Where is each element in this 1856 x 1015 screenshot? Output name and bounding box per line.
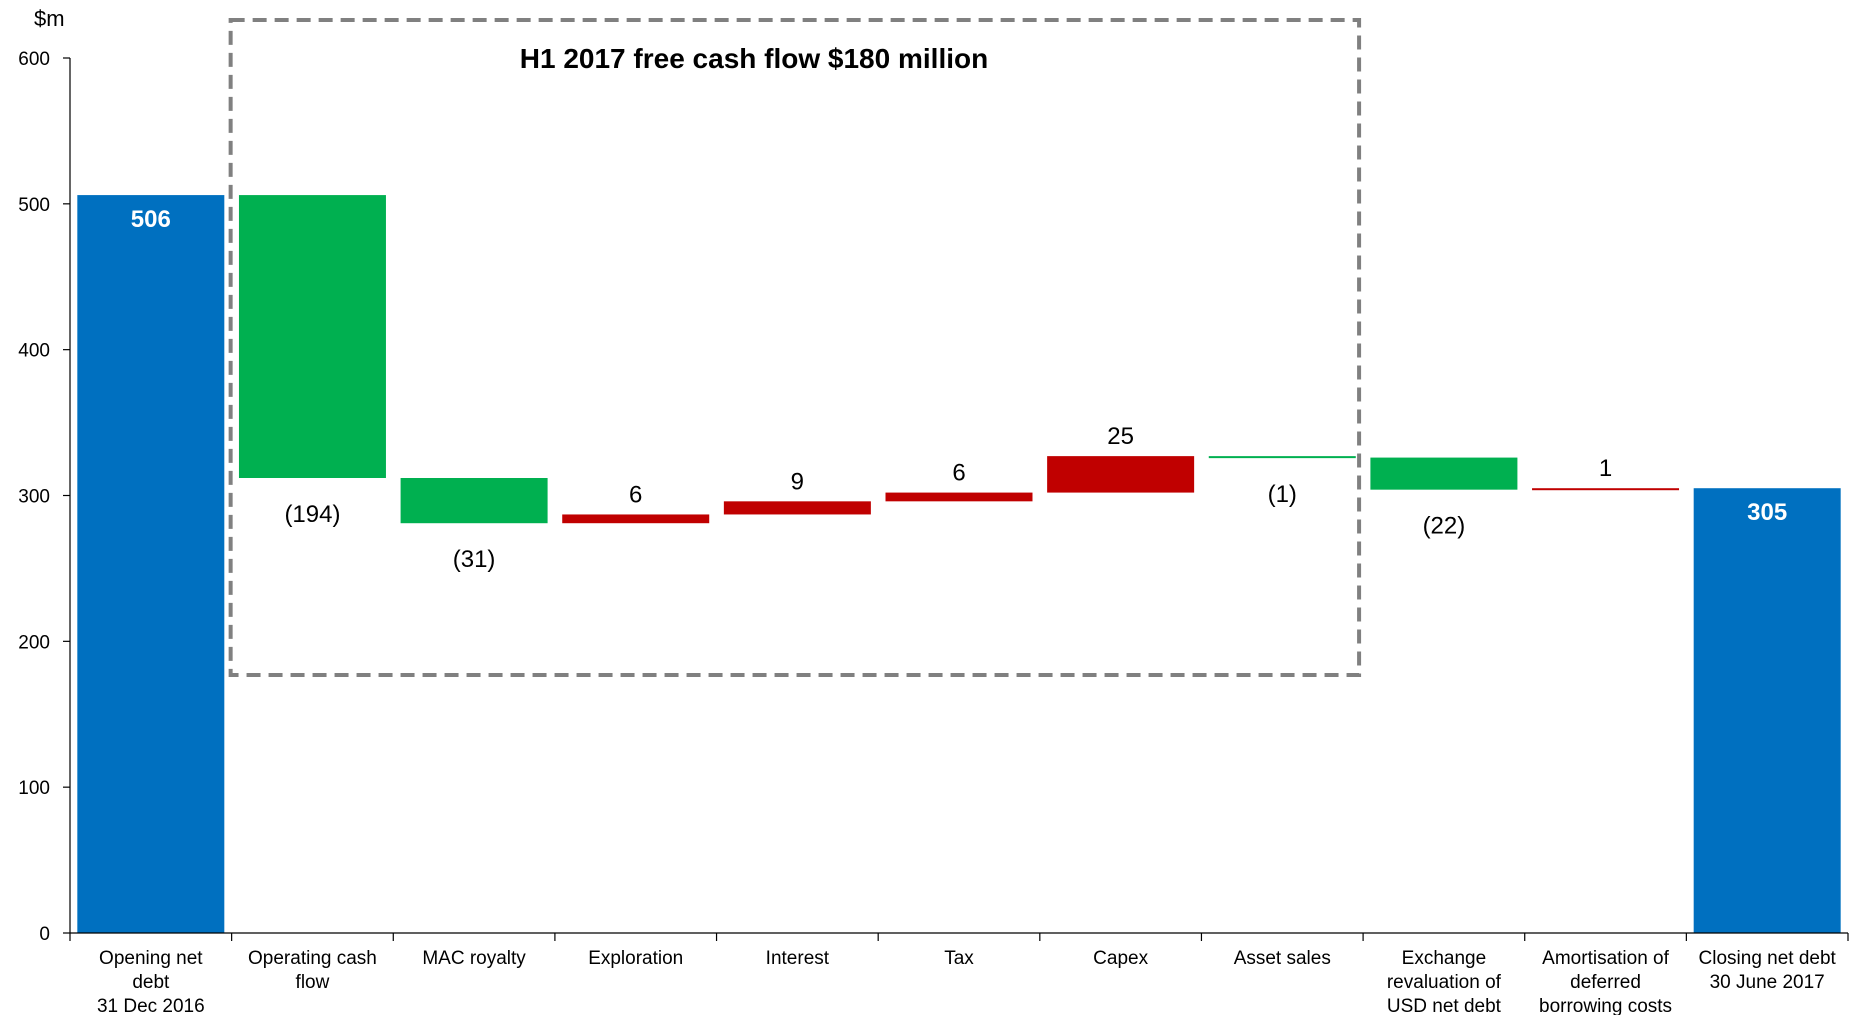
category-label-line: debt <box>132 972 170 993</box>
data-label: 6 <box>952 460 965 487</box>
y-tick-label: 300 <box>18 487 50 508</box>
y-tick-label: 100 <box>18 778 50 799</box>
category-label: MAC royalty <box>422 948 526 969</box>
category-label-line: Exploration <box>588 948 683 969</box>
y-axis-unit-label: $m <box>34 6 65 31</box>
y-tick-label: 0 <box>39 924 50 945</box>
y-tick-label: 500 <box>18 195 50 216</box>
data-label: (1) <box>1268 481 1297 508</box>
category-label-line: Exchange <box>1402 948 1487 969</box>
data-label: 25 <box>1107 423 1134 450</box>
bar-increase-9 <box>1532 488 1680 491</box>
category-label-line: Opening net <box>99 948 203 969</box>
free-cash-flow-annotation: H1 2017 free cash flow $180 million <box>228 18 1362 677</box>
category-label: Capex <box>1093 948 1148 969</box>
x-axis: Opening net debt 31 Dec 2016 Operating cash… <box>69 932 1849 1015</box>
bar-increase-6 <box>1047 456 1195 493</box>
bar-decrease-7 <box>1208 456 1356 459</box>
data-label: 1 <box>1599 455 1612 482</box>
category-label-line: USD net debt <box>1387 996 1502 1015</box>
category-label: Opening net debt 31 Dec 2016 <box>97 948 205 1015</box>
category-label-line: Closing net debt <box>1699 948 1837 969</box>
data-label: (194) <box>284 501 340 528</box>
bar-decrease-1 <box>238 195 386 479</box>
category-label: Exploration <box>588 948 683 969</box>
y-tick-label: 400 <box>18 341 50 362</box>
bar-decrease-2 <box>400 478 548 524</box>
category-label-line: Amortisation of <box>1542 948 1669 969</box>
annotation-text: H1 2017 free cash flow $180 million <box>520 43 988 74</box>
data-label: 506 <box>131 206 171 233</box>
category-label-line: Asset sales <box>1234 948 1331 969</box>
category-label-line: flow <box>296 972 330 993</box>
data-label: 6 <box>629 481 642 508</box>
data-label: 305 <box>1747 499 1787 526</box>
category-label: Interest <box>766 948 830 969</box>
bar-increase-3 <box>562 514 710 524</box>
bar-total-0 <box>77 195 225 934</box>
category-label-line: MAC royalty <box>422 948 526 969</box>
category-label-line: deferred <box>1570 972 1641 993</box>
bar-decrease-8 <box>1370 457 1518 490</box>
category-label-line: Tax <box>944 948 974 969</box>
data-label: 9 <box>791 468 804 495</box>
category-label-line: 31 Dec 2016 <box>97 996 205 1015</box>
data-label: (31) <box>453 546 496 573</box>
category-label-line: revaluation of <box>1387 972 1502 993</box>
category-label: Tax <box>944 948 974 969</box>
category-label: Operating cash flow <box>248 948 377 993</box>
y-axis: 0 100 200 300 400 500 600 <box>18 49 71 945</box>
bar-increase-5 <box>885 492 1033 502</box>
category-label-line: 30 June 2017 <box>1710 972 1825 993</box>
category-label: Asset sales <box>1234 948 1331 969</box>
bars-group: 506 (194) (31) 6 9 6 25 (1) (22) 1 305 <box>77 195 1841 934</box>
bar-total-10 <box>1693 488 1841 933</box>
category-label: Exchange revaluation of USD net debt <box>1387 948 1502 1015</box>
category-label: Amortisation of deferred borrowing costs <box>1539 948 1672 1015</box>
data-label: (22) <box>1423 513 1466 540</box>
category-label-line: Capex <box>1093 948 1148 969</box>
category-label: Closing net debt 30 June 2017 <box>1699 948 1837 993</box>
bar-increase-4 <box>723 501 871 515</box>
category-label-line: Operating cash <box>248 948 377 969</box>
y-tick-label: 200 <box>18 632 50 653</box>
category-label-line: borrowing costs <box>1539 996 1672 1015</box>
annotation-dashed-box <box>228 18 1362 677</box>
y-tick-label: 600 <box>18 49 50 70</box>
category-label-line: Interest <box>766 948 830 969</box>
